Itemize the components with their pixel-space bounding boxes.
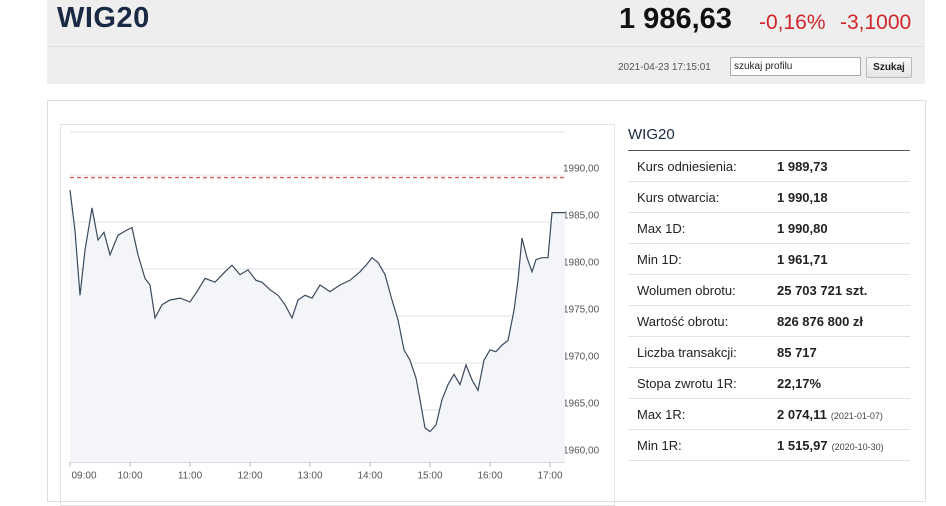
table-row: Kurs odniesienia: 1 989,73 [628,151,910,182]
table-row: Liczba transakcji: 85 717 [628,337,910,368]
row-value: 1 990,80 [777,221,828,236]
table-row: Stopa zwrotu 1R: 22,17% [628,368,910,399]
price: 1 986,63 [619,3,732,35]
row-value: 2 074,11 (2021-01-07) [777,407,883,422]
row-value: 22,17% [777,376,821,391]
stats-table: WIG20 Kurs odniesienia: 1 989,73 Kurs otwa… [628,124,910,461]
table-row: Wartość obrotu: 826 876 800 zł [628,306,910,337]
row-label: Kurs odniesienia: [637,159,737,174]
change-abs: -3,1000 [840,11,912,34]
value-text: 1 515,97 [777,438,828,453]
x-tick-label: 15:00 [417,471,442,482]
table-title: WIG20 [628,124,910,151]
value-text: 1 990,80 [777,221,828,236]
x-tick-label: 11:00 [178,471,203,482]
x-tick-label: 14:00 [357,471,382,482]
value-text: 826 876 800 zł [777,314,864,329]
change-pct: -0,16% [759,11,826,34]
x-tick-label: 13:00 [297,471,322,482]
table-row: Wolumen obrotu: 25 703 721 szt. [628,275,910,306]
row-label: Max 1R: [637,407,686,422]
row-label: Min 1D: [637,252,682,267]
value-text: 1 989,73 [777,159,828,174]
search-input[interactable]: szukaj profilu [730,57,861,76]
value-text: 2 074,11 [777,407,827,422]
x-tick-label: 12:00 [237,471,262,482]
timestamp: 2021-04-23 17:15:01 [618,62,711,73]
row-value: 826 876 800 zł [777,314,863,329]
y-tick-label: 1960,00 [563,446,600,457]
row-value: 1 961,71 [777,252,828,267]
row-value: 85 717 [777,345,817,360]
y-tick-label: 1965,00 [563,399,600,410]
header-bar: WIG20 1 986,63 -0,16% -3,1000 2021-04-23… [47,0,925,84]
table-row: Min 1R: 1 515,97 (2020-10-30) [628,430,910,461]
value-text: 25 703 721 szt. [777,283,868,298]
index-title: WIG20 [57,2,150,34]
line [69,189,565,433]
value-text: 22,17% [777,376,822,391]
area [70,190,565,462]
x-tick-label: 17:00 [537,471,562,482]
x-tick-label: 09:00 [71,471,96,482]
row-label: Min 1R: [637,438,682,453]
chart: 1960,00 1965,00 1970,00 1975,00 1980,00 1985,… [69,131,600,482]
table-row: Min 1D: 1 961,71 [628,244,910,275]
row-label: Liczba transakcji: [637,345,737,360]
row-value: 1 990,18 [777,190,828,205]
y-tick-label: 1975,00 [563,305,600,316]
value-text: 1 961,71 [777,252,828,267]
search-button[interactable]: Szukaj [866,57,912,78]
y-tick-label: 1980,00 [563,258,600,269]
table-row: Max 1D: 1 990,80 [628,213,910,244]
x-tick-label: 16:00 [477,471,502,482]
table-row: Max 1R: 2 074,11 (2021-01-07) [628,399,910,430]
value-text: 1 990,18 [777,190,828,205]
row-label: Wartość obrotu: [637,314,729,329]
row-note: (2020-10-30) [831,442,884,452]
row-label: Max 1D: [637,221,686,236]
y-tick-label: 1970,00 [563,352,600,363]
row-note: (2021-01-07) [830,411,883,421]
page: {"header": {"title": "WIG20", "price": "… [47,0,926,506]
y-tick-label: 1990,00 [563,164,600,175]
separator [47,46,925,47]
value-text: 85 717 [777,345,817,360]
row-value: 1 515,97 (2020-10-30) [777,438,884,453]
table-row: Kurs otwarcia: 1 990,18 [628,182,910,213]
row-label: Kurs otwarcia: [637,190,720,205]
x-tick-label: 10:00 [117,471,142,482]
row-label: Wolumen obrotu: [637,283,736,298]
row-value: 25 703 721 szt. [777,283,867,298]
row-label: Stopa zwrotu 1R: [637,376,737,391]
y-tick-label: 1985,00 [563,211,600,222]
row-value: 1 989,73 [777,159,828,174]
